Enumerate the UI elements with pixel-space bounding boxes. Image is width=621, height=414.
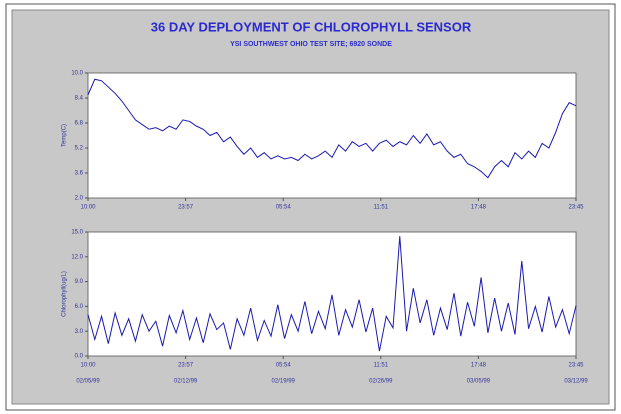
y-axis-label: Temp(C) — [62, 124, 68, 147]
y-tick-label: 6.8 — [75, 121, 84, 127]
date-label: 02/12/99 — [174, 379, 198, 385]
plot-area — [87, 231, 577, 357]
x-tick-label: 23:45 — [568, 363, 584, 369]
date-label: 03/12/99 — [564, 379, 588, 385]
x-tick-label: 11:51 — [374, 205, 389, 211]
y-tick-label: 3.6 — [75, 171, 84, 177]
x-tick-label: 17:48 — [471, 205, 487, 211]
y-tick-label: 12.0 — [71, 254, 83, 260]
date-label: 03/05/99 — [467, 379, 491, 385]
x-tick-label: 05:54 — [276, 205, 292, 211]
x-tick-label: 10:00 — [80, 363, 96, 369]
x-tick-label: 17:48 — [471, 363, 487, 369]
y-axis-label: Chlorophyll(ug/L) — [62, 271, 68, 317]
date-label: 02/26/99 — [369, 379, 393, 385]
y-tick-label: 9.0 — [75, 279, 84, 285]
x-tick-label: 23:57 — [178, 363, 194, 369]
y-tick-label: 3.0 — [75, 329, 84, 335]
y-tick-label: 0.0 — [75, 354, 84, 360]
y-tick-label: 8.4 — [75, 96, 84, 102]
y-tick-label: 6.0 — [75, 304, 84, 310]
y-tick-label: 15.0 — [71, 230, 83, 236]
title: 36 DAY DEPLOYMENT OF CHLOROPHYLL SENSOR — [151, 19, 472, 34]
x-tick-label: 10:00 — [80, 205, 96, 211]
date-label: 02/05/99 — [76, 379, 100, 385]
plot-area — [87, 72, 577, 199]
subtitle: YSI SOUTHWEST OHIO TEST SITE; 6920 SONDE — [230, 41, 392, 48]
y-tick-label: 2.0 — [75, 196, 84, 202]
data-line — [87, 78, 577, 179]
data-line — [87, 236, 577, 352]
y-tick-label: 10.0 — [71, 71, 83, 77]
x-tick-label: 05:54 — [276, 363, 292, 369]
x-tick-label: 23:57 — [178, 205, 194, 211]
date-label: 02/19/99 — [272, 379, 296, 385]
y-tick-label: 5.2 — [75, 146, 84, 152]
x-tick-label: 11:51 — [374, 363, 389, 369]
x-tick-label: 23:45 — [568, 205, 584, 211]
